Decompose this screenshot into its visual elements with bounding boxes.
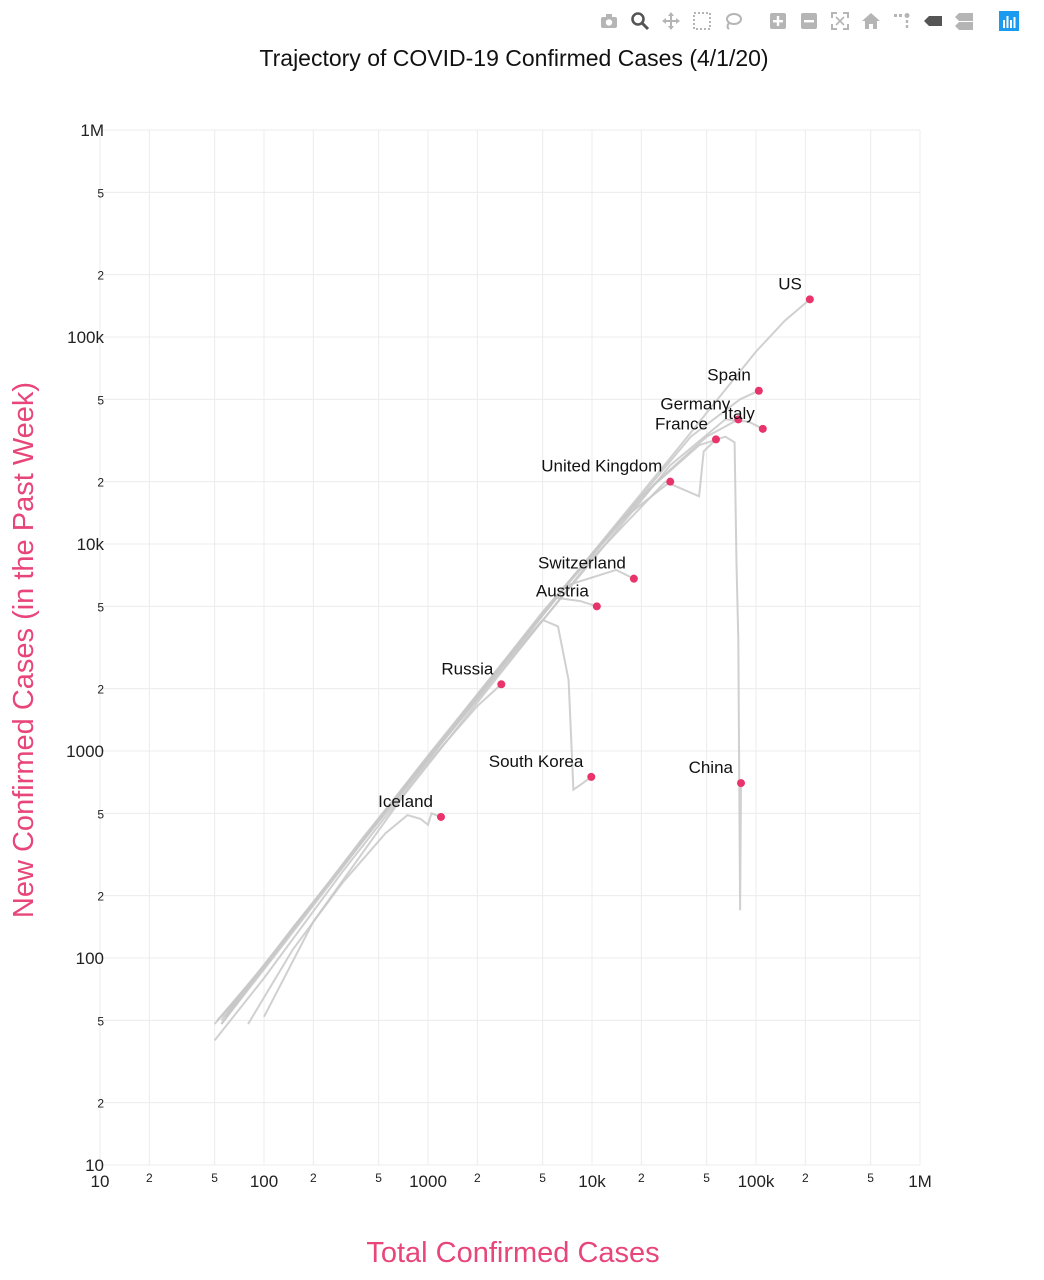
label-germany: Germany [660, 394, 730, 413]
y-minor-tick-label: 2 [97, 1097, 104, 1111]
label-austria: Austria [536, 581, 589, 600]
marker-austria[interactable] [592, 602, 601, 611]
x-minor-tick-label: 5 [211, 1171, 218, 1185]
y-tick-label: 10k [77, 535, 105, 554]
box-select-button[interactable] [689, 8, 715, 34]
plotly-logo-icon [999, 11, 1019, 31]
y-minor-tick-label: 2 [97, 269, 104, 283]
y-tick-label: 1M [80, 121, 104, 140]
x-tick-label: 10k [578, 1172, 606, 1191]
marker-iceland[interactable] [436, 812, 445, 821]
y-minor-tick-label: 5 [97, 600, 104, 614]
chart-end-markers [436, 295, 814, 821]
autoscale-button[interactable] [827, 8, 853, 34]
hover-compare-icon [955, 13, 973, 30]
zoom-in-button[interactable] [765, 8, 791, 34]
y-axis-ticks: 10 100 1000 10k 100k 1M 2 5 2 5 2 5 2 5 2 5 [66, 121, 104, 1175]
x-tick-label: 100k [738, 1172, 775, 1191]
x-minor-tick-label: 5 [703, 1171, 710, 1185]
hover-closest-icon [924, 16, 942, 26]
zoom-button[interactable] [627, 8, 653, 34]
label-china: China [689, 758, 734, 777]
label-us: US [778, 274, 802, 293]
spike-lines-icon [894, 13, 910, 28]
y-tick-label: 100 [76, 949, 104, 968]
autoscale-icon [831, 12, 849, 30]
download-plot-button[interactable] [596, 8, 622, 34]
y-minor-tick-label: 5 [97, 186, 104, 200]
x-axis-title: Total Confirmed Cases [366, 1237, 659, 1269]
x-minor-tick-label: 2 [802, 1171, 809, 1185]
y-minor-tick-label: 2 [97, 683, 104, 697]
x-axis-ticks: 10 100 1000 10k 100k 1M 2 5 2 5 2 5 2 5 2 5 [91, 1171, 932, 1191]
plot-modebar [591, 8, 1022, 34]
pan-icon [662, 12, 680, 30]
lasso-select-button[interactable] [720, 8, 746, 34]
reset-axes-button[interactable] [858, 8, 884, 34]
marker-switzerland[interactable] [629, 574, 638, 583]
y-minor-tick-label: 5 [97, 393, 104, 407]
x-tick-label: 1000 [409, 1172, 447, 1191]
label-france: France [655, 414, 708, 433]
hover-compare-button[interactable] [951, 8, 977, 34]
chart-traces [213, 298, 811, 1042]
x-minor-tick-label: 2 [310, 1171, 317, 1185]
marker-france[interactable] [711, 435, 720, 444]
y-axis-title: New Confirmed Cases (in the Past Week) [8, 382, 40, 918]
marker-china[interactable] [736, 779, 745, 788]
trace-germany [220, 418, 739, 1025]
trace-italy [229, 418, 764, 1013]
label-united-kingdom: United Kingdom [541, 457, 662, 476]
x-tick-label: 10 [91, 1172, 110, 1191]
trace-russia [213, 683, 502, 1042]
marker-spain[interactable] [754, 386, 763, 395]
x-tick-label: 1M [908, 1172, 932, 1191]
label-italy: Italy [724, 404, 756, 423]
x-tick-label: 100 [250, 1172, 278, 1191]
trace-iceland [247, 811, 442, 1025]
marker-united-kingdom[interactable] [666, 477, 675, 486]
x-minor-tick-label: 5 [867, 1171, 874, 1185]
marker-us[interactable] [805, 295, 814, 304]
chart-gridlines [99, 129, 921, 1166]
y-tick-label: 10 [85, 1156, 104, 1175]
marker-germany[interactable] [734, 415, 743, 424]
marker-italy[interactable] [758, 424, 767, 433]
y-minor-tick-label: 5 [97, 807, 104, 821]
x-minor-tick-label: 2 [146, 1171, 153, 1185]
y-minor-tick-label: 2 [97, 890, 104, 904]
marker-russia[interactable] [497, 680, 506, 689]
label-south-korea: South Korea [489, 752, 584, 771]
download-plot-icon [601, 14, 617, 28]
chart-title: Trajectory of COVID-19 Confirmed Cases (… [259, 45, 768, 71]
trace-france [263, 438, 717, 1018]
spike-lines-button[interactable] [889, 8, 915, 34]
zoom-out-button[interactable] [796, 8, 822, 34]
zoom-out-icon [801, 13, 817, 29]
label-iceland: Iceland [378, 792, 433, 811]
pan-button[interactable] [658, 8, 684, 34]
label-switzerland: Switzerland [538, 554, 626, 573]
y-minor-tick-label: 2 [97, 476, 104, 490]
plotly-logo-button[interactable] [996, 8, 1022, 34]
marker-south-korea[interactable] [587, 772, 596, 781]
zoom-icon [631, 12, 650, 31]
label-spain: Spain [707, 366, 750, 385]
label-russia: Russia [441, 659, 494, 678]
x-minor-tick-label: 2 [638, 1171, 645, 1185]
x-minor-tick-label: 2 [474, 1171, 481, 1185]
hover-closest-button[interactable] [920, 8, 946, 34]
lasso-select-icon [726, 13, 742, 30]
box-select-icon [693, 12, 711, 30]
y-tick-label: 100k [67, 328, 104, 347]
x-minor-tick-label: 5 [375, 1171, 382, 1185]
trace-china [220, 435, 742, 1025]
zoom-in-icon [770, 13, 786, 29]
x-minor-tick-label: 5 [539, 1171, 546, 1185]
reset-axes-icon [862, 13, 880, 29]
y-minor-tick-label: 5 [97, 1014, 104, 1028]
y-tick-label: 1000 [66, 742, 104, 761]
